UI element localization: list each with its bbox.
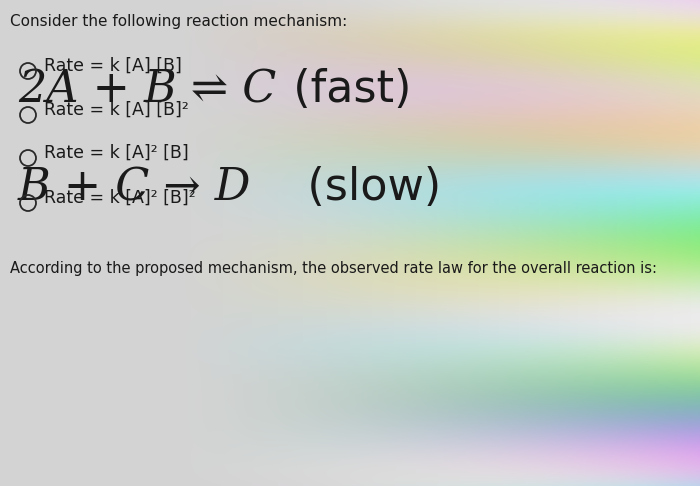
Text: 2A + B ⇌ C: 2A + B ⇌ C	[18, 68, 276, 111]
Text: (fast): (fast)	[265, 68, 412, 111]
Text: Rate = k [A] [B]²: Rate = k [A] [B]²	[44, 101, 189, 119]
Text: Rate = k [A]² [B]²: Rate = k [A]² [B]²	[44, 189, 195, 207]
Text: According to the proposed mechanism, the observed rate law for the overall react: According to the proposed mechanism, the…	[10, 261, 657, 276]
Text: B + C → D: B + C → D	[18, 166, 251, 209]
Text: Rate = k [A] [B]: Rate = k [A] [B]	[44, 57, 182, 75]
Text: (slow): (slow)	[265, 166, 441, 209]
Text: Consider the following reaction mechanism:: Consider the following reaction mechanis…	[10, 14, 347, 29]
Text: Rate = k [A]² [B]: Rate = k [A]² [B]	[44, 144, 189, 162]
